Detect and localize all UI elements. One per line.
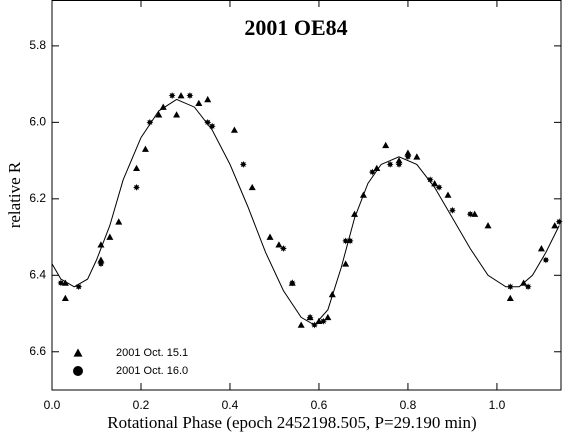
data-point — [537, 245, 545, 252]
data-point — [382, 141, 390, 149]
y-tick-label: 5.8 — [29, 38, 46, 52]
data-point — [324, 313, 332, 321]
data-point — [328, 290, 336, 298]
data-point — [195, 99, 203, 107]
data-point — [204, 118, 212, 126]
legend-label: 2001 Oct. 15.1 — [116, 347, 188, 359]
data-point — [484, 222, 492, 229]
x-tick-label: 0.8 — [400, 398, 417, 412]
data-point — [506, 283, 514, 291]
data-point — [288, 279, 296, 287]
data-point — [386, 160, 394, 168]
data-point — [395, 157, 403, 164]
data-point — [275, 241, 283, 248]
data-point — [555, 218, 563, 226]
data-point — [97, 260, 105, 268]
chart-title: 2001 OE84 — [244, 15, 347, 40]
x-tick-label: 1.0 — [489, 398, 506, 412]
data-point — [186, 92, 194, 100]
data-point — [61, 279, 69, 286]
data-point — [466, 210, 474, 218]
data-point — [444, 191, 452, 198]
data-point — [141, 145, 149, 152]
x-tick-label: 0.6 — [311, 398, 328, 412]
data-point — [106, 233, 114, 240]
y-axis-label: relative R — [5, 161, 24, 228]
data-point — [146, 118, 154, 126]
plot-frame — [51, 0, 562, 391]
data-point — [542, 256, 550, 264]
data-point — [177, 92, 185, 99]
data-point — [342, 237, 350, 245]
data-point — [404, 153, 412, 161]
x-tick-label: 0.0 — [44, 398, 61, 412]
data-point — [204, 95, 212, 103]
data-point — [155, 111, 163, 118]
y-tick-label: 6.2 — [29, 191, 46, 205]
x-tick-label: 0.4 — [222, 398, 239, 412]
data-point — [133, 164, 141, 172]
data-point — [239, 160, 247, 168]
legend-marker — [73, 348, 83, 357]
data-point — [57, 279, 65, 287]
data-point — [208, 122, 216, 130]
data-point — [359, 191, 367, 198]
data-point — [431, 180, 439, 187]
data-point — [319, 317, 327, 325]
data-point — [373, 164, 381, 172]
data-point — [115, 218, 123, 225]
y-tick-label: 6.0 — [29, 115, 46, 129]
fit-curve — [51, 98, 560, 326]
legend-label: 2001 Oct. 16.0 — [116, 365, 188, 377]
data-point — [351, 210, 359, 217]
data-point — [413, 153, 421, 160]
data-point — [435, 183, 443, 191]
data-point — [297, 321, 305, 328]
data-point — [168, 92, 176, 100]
data-point — [173, 111, 181, 118]
data-point — [133, 183, 140, 191]
data-point — [395, 160, 403, 168]
data-point — [368, 168, 376, 176]
legend-marker — [73, 366, 83, 376]
data-point — [279, 245, 287, 252]
y-tick-label: 6.4 — [29, 267, 46, 281]
data-point — [311, 321, 318, 329]
data-point — [524, 283, 532, 291]
data-point — [342, 260, 350, 267]
data-point — [506, 294, 514, 302]
data-point — [404, 149, 412, 156]
x-tick-label: 0.2 — [133, 398, 150, 412]
data-point — [248, 183, 256, 191]
data-point — [75, 283, 83, 291]
data-point — [471, 210, 479, 217]
x-axis-label: Rotational Phase (epoch 2452198.505, P=2… — [107, 413, 476, 432]
data-point — [346, 237, 354, 245]
data-point — [266, 233, 274, 240]
data-point — [306, 313, 314, 321]
data-point — [448, 206, 456, 214]
data-point — [426, 176, 434, 184]
data-point — [230, 126, 238, 133]
data-point — [97, 241, 105, 248]
data-point — [315, 317, 323, 324]
data-point — [159, 103, 167, 110]
data-point — [551, 222, 559, 229]
data-point — [520, 279, 528, 286]
y-tick-label: 6.6 — [29, 344, 46, 358]
data-point — [61, 294, 69, 302]
data-point — [97, 256, 105, 263]
